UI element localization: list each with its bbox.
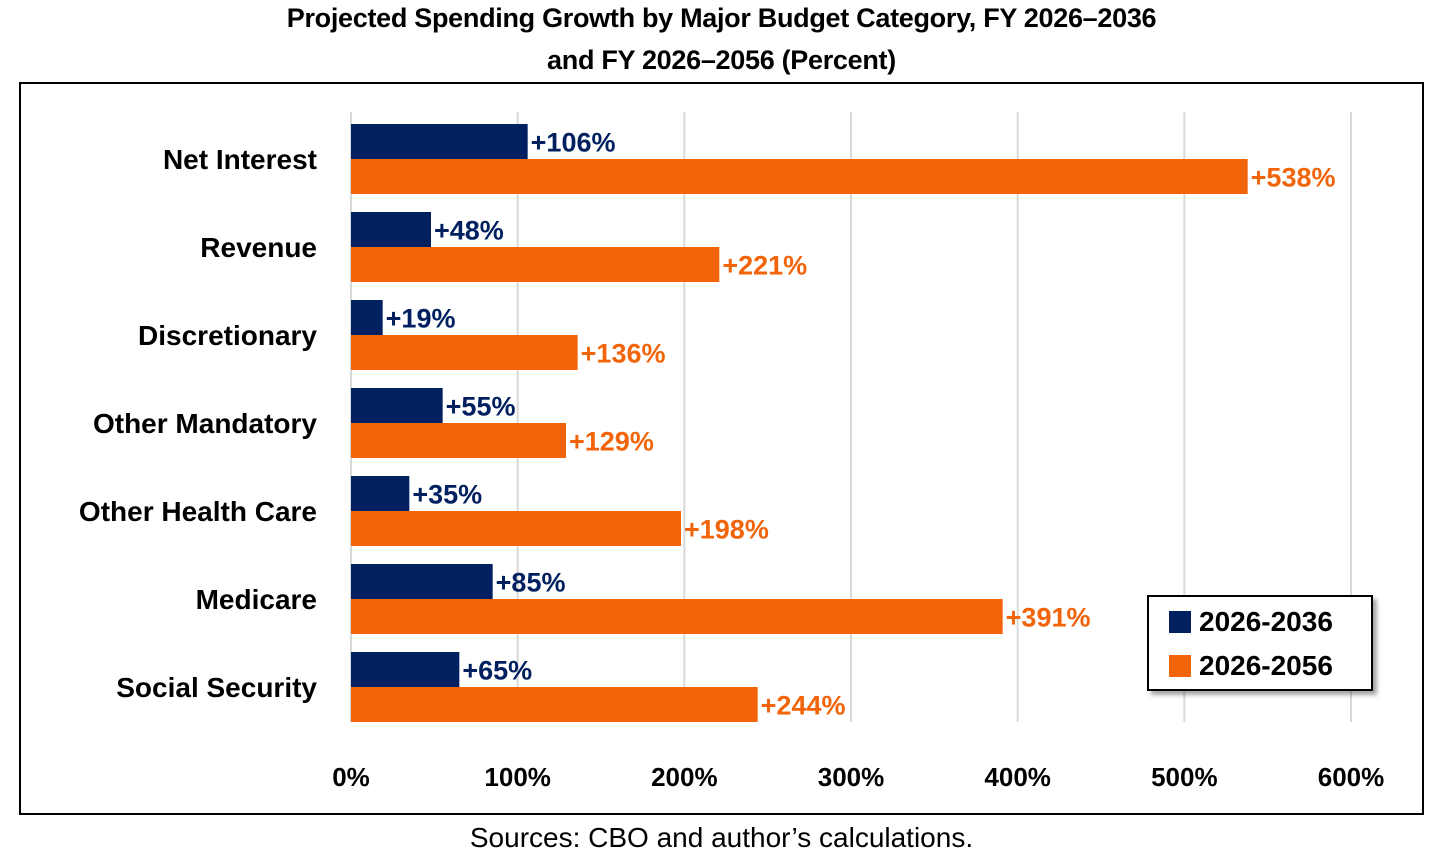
category-label: Other Health Care [79, 496, 317, 527]
legend-swatch-2026-2056 [1169, 655, 1191, 677]
bar-2026-2056 [351, 335, 578, 370]
category-label: Net Interest [163, 144, 317, 175]
chart-title: Projected Spending Growth by Major Budge… [286, 3, 1157, 33]
bar-2026-2056 [351, 423, 566, 458]
source-note: Sources: CBO and author’s calculations. [469, 822, 974, 853]
data-label: +48% [434, 216, 504, 246]
chart-frame [19, 82, 1424, 815]
data-label: +85% [496, 568, 566, 598]
data-label: +221% [722, 251, 807, 281]
x-tick-label: 500% [1151, 762, 1218, 792]
chart-title-line2: and FY 2026–2056 (Percent) [547, 45, 896, 75]
legend-label: 2026-2036 [1199, 606, 1333, 637]
data-label: +129% [569, 427, 654, 457]
data-label: +106% [531, 128, 616, 158]
legend-item-2026-2036: 2026-2036 [1169, 605, 1333, 639]
data-label: +35% [412, 480, 482, 510]
data-label: +391% [1006, 603, 1091, 633]
category-label: Revenue [200, 232, 317, 263]
bar-2026-2056 [351, 247, 720, 282]
bar-2026-2036 [351, 564, 493, 599]
data-label: +55% [446, 392, 516, 422]
x-tick-label: 0% [332, 762, 370, 792]
bar-2026-2056 [351, 159, 1248, 194]
legend-label: 2026-2056 [1199, 650, 1333, 681]
bar-2026-2036 [351, 476, 410, 511]
data-label: +198% [684, 515, 769, 545]
category-label: Discretionary [138, 320, 317, 351]
bar-2026-2036 [351, 300, 383, 335]
x-tick-label: 300% [818, 762, 885, 792]
data-label: +244% [761, 691, 846, 721]
legend-item-2026-2056: 2026-2056 [1169, 649, 1333, 683]
bar-2026-2036 [351, 124, 528, 159]
x-tick-label: 600% [1318, 762, 1385, 792]
data-label: +136% [581, 339, 666, 369]
data-label: +65% [462, 656, 532, 686]
legend-swatch-2026-2036 [1169, 611, 1191, 633]
bar-2026-2036 [351, 388, 443, 423]
bar-2026-2056 [351, 511, 681, 546]
category-label: Other Mandatory [93, 408, 317, 439]
x-tick-label: 400% [984, 762, 1051, 792]
data-label: +538% [1251, 163, 1336, 193]
x-tick-label: 100% [484, 762, 551, 792]
category-label: Social Security [116, 672, 317, 703]
bar-2026-2036 [351, 212, 431, 247]
bar-2026-2056 [351, 687, 758, 722]
category-label: Medicare [196, 584, 317, 615]
bar-2026-2036 [351, 652, 460, 687]
data-label: +19% [386, 304, 456, 334]
bar-2026-2056 [351, 599, 1003, 634]
x-tick-label: 200% [651, 762, 718, 792]
legend: 2026-2036 2026-2056 [1147, 595, 1373, 691]
